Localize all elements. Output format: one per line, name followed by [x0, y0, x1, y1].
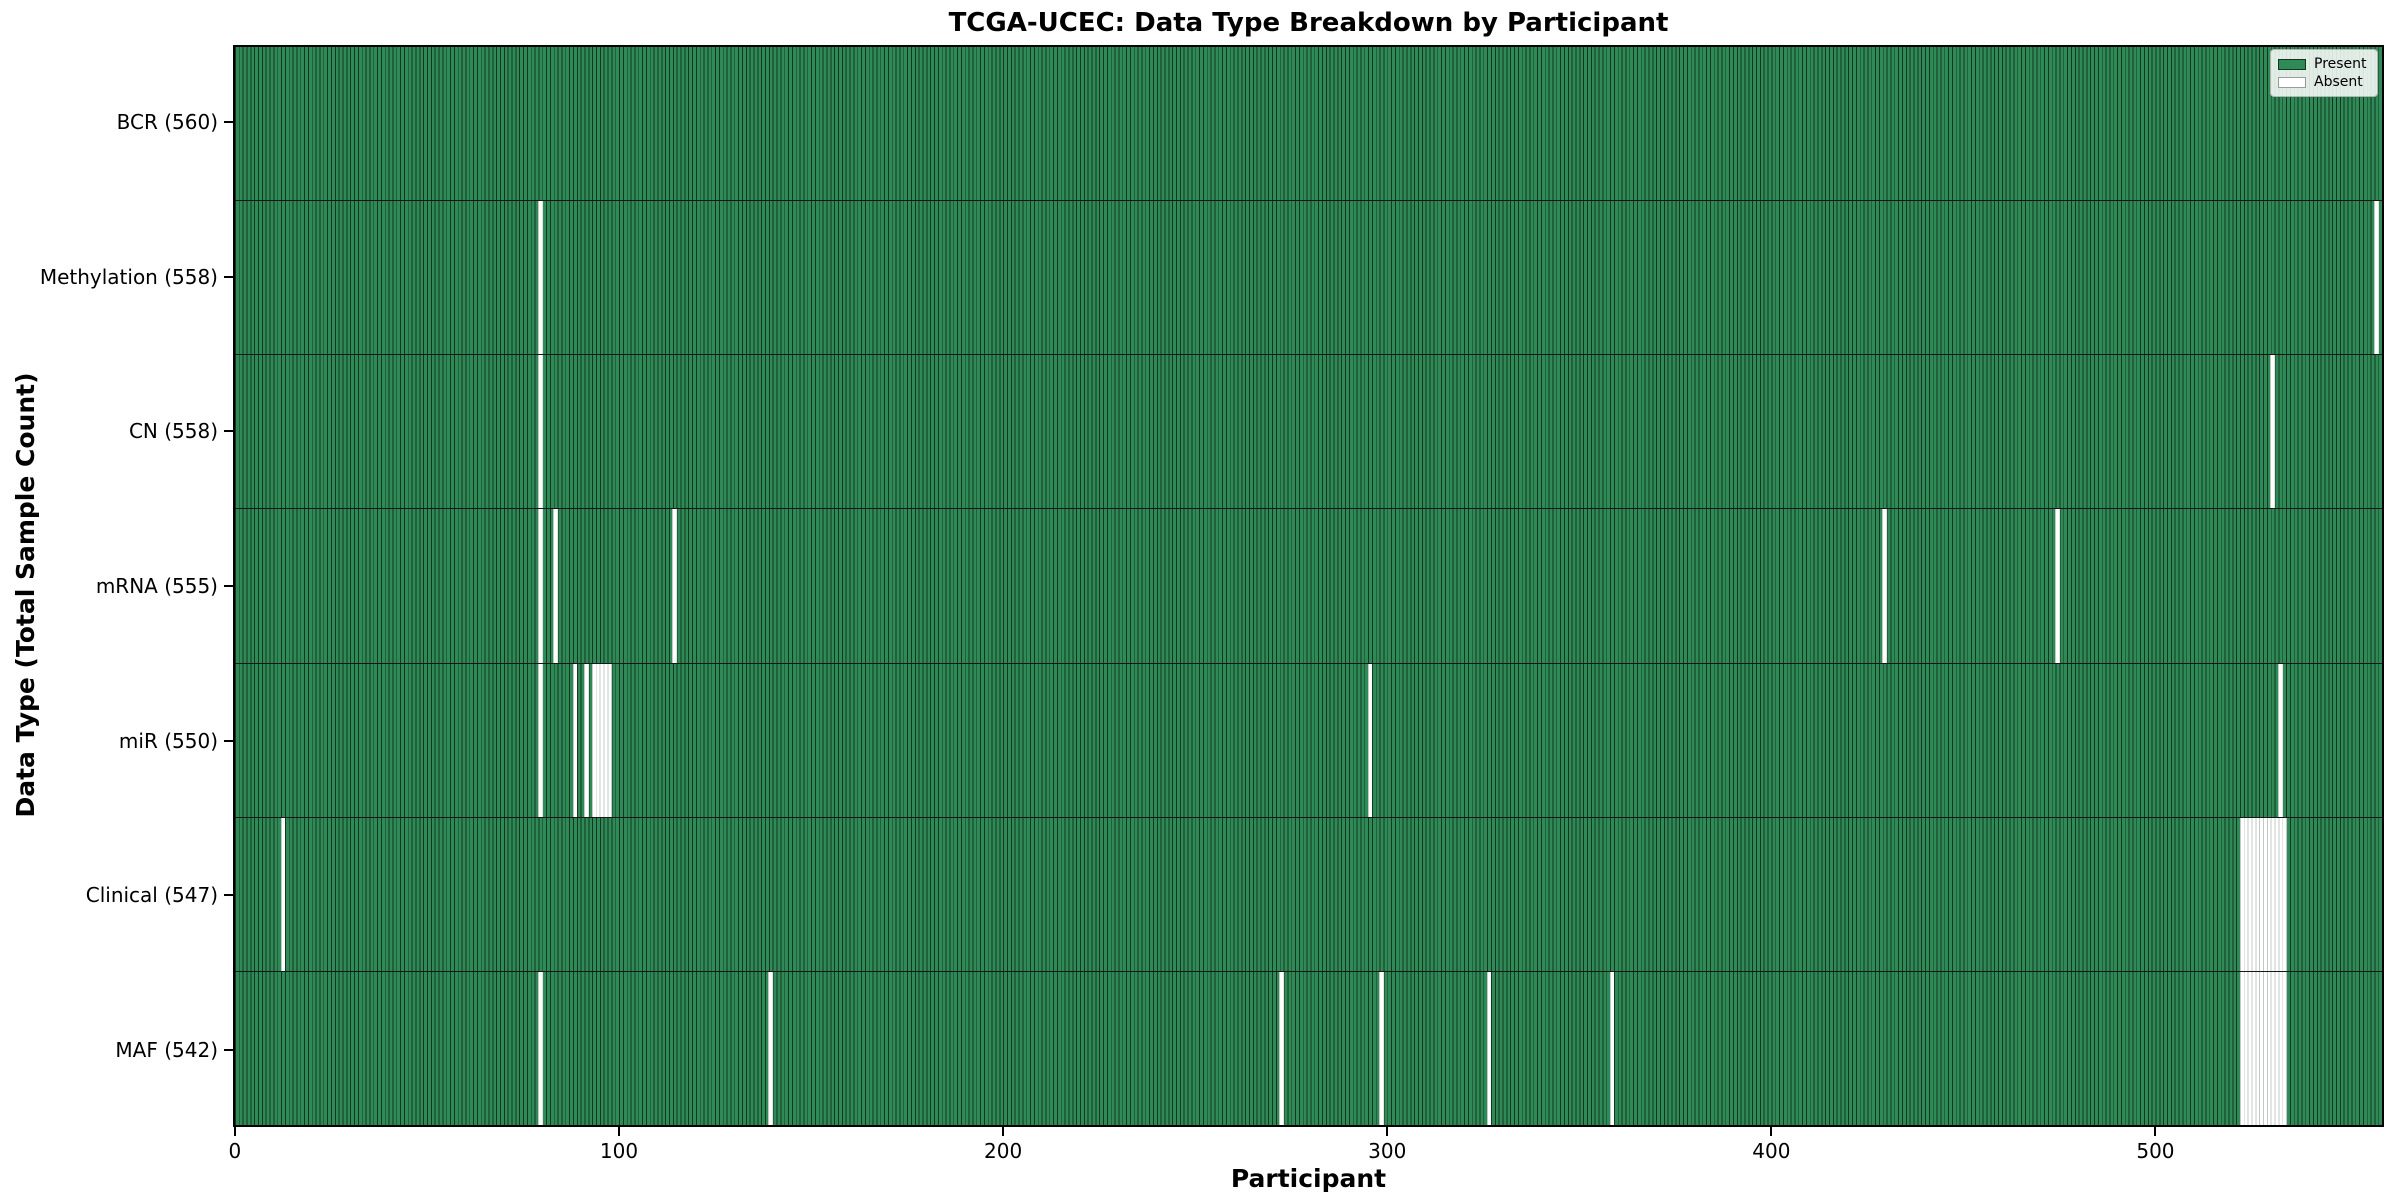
- present-swatch-icon: [2278, 58, 2306, 70]
- absent-stripe: [553, 509, 559, 663]
- legend-entry-present: Present: [2278, 55, 2370, 73]
- row-MAF: [235, 970, 2382, 1125]
- legend: Present Absent: [2270, 49, 2378, 97]
- absent-stripe: [1609, 971, 1615, 1125]
- row-Methylation: [235, 200, 2382, 355]
- absent-stripe: [2239, 971, 2287, 1125]
- absent-stripe: [1379, 971, 1384, 1125]
- y-tick-mark: [224, 739, 233, 742]
- legend-entry-absent: Absent: [2278, 73, 2370, 91]
- absent-stripe: [572, 663, 578, 817]
- absent-stripe: [2239, 817, 2287, 971]
- y-axis-title: Data Type (Total Sample Count): [11, 372, 40, 818]
- row-CN: [235, 354, 2382, 509]
- absent-stripe: [2278, 663, 2283, 817]
- absent-stripe: [2270, 355, 2276, 509]
- y-tick-label-BCR: BCR (560): [116, 110, 218, 135]
- y-tick-mark: [224, 585, 233, 587]
- absent-stripe: [2055, 509, 2060, 663]
- y-tick-mark: [224, 894, 233, 897]
- plot-area: [233, 45, 2384, 1127]
- absent-stripe: [1882, 509, 1888, 663]
- x-tick-mark: [618, 1127, 621, 1136]
- absent-stripe: [672, 509, 678, 663]
- y-tick-label-MAF: MAF (542): [115, 1037, 218, 1062]
- x-tick-mark: [2154, 1127, 2157, 1136]
- y-tick-label-mRNA: mRNA (555): [95, 574, 218, 598]
- absent-stripe: [1486, 971, 1492, 1125]
- absent-stripe: [537, 663, 543, 817]
- x-tick-label-300: 300: [1368, 1139, 1407, 1163]
- y-tick-mark: [224, 275, 233, 278]
- x-axis-title: Participant: [1230, 1164, 1387, 1193]
- legend-label-present: Present: [2314, 56, 2367, 72]
- x-tick-label-200: 200: [984, 1139, 1023, 1163]
- x-tick-label-0: 0: [228, 1139, 242, 1163]
- absent-stripe: [280, 817, 286, 971]
- legend-label-absent: Absent: [2314, 74, 2363, 90]
- x-tick-mark: [1770, 1127, 1773, 1136]
- x-tick-mark: [1002, 1127, 1005, 1136]
- absent-stripe: [584, 663, 589, 817]
- x-tick-label-400: 400: [1752, 1139, 1791, 1163]
- y-tick-label-Methylation: Methylation (558): [39, 264, 218, 289]
- absent-stripe: [1367, 663, 1373, 817]
- y-tick-label-CN: CN (558): [128, 419, 218, 444]
- row-BCR: [235, 47, 2382, 201]
- absent-stripe: [537, 355, 543, 509]
- chart-title: TCGA-UCEC: Data Type Breakdown by Partic…: [948, 8, 1669, 38]
- y-tick-label-Clinical: Clinical (547): [85, 883, 218, 908]
- y-tick-mark: [224, 121, 233, 124]
- row-mRNA: [235, 508, 2382, 663]
- x-tick-mark: [233, 1127, 236, 1136]
- x-tick-mark: [1386, 1127, 1389, 1136]
- absent-stripe: [537, 509, 543, 663]
- absent-stripe: [2374, 201, 2379, 355]
- row-Clinical: [235, 816, 2382, 971]
- absent-stripe: [768, 971, 774, 1125]
- x-tick-label-500: 500: [2136, 1139, 2175, 1163]
- absent-swatch-icon: [2278, 76, 2306, 88]
- y-tick-mark: [224, 430, 233, 433]
- absent-stripe: [1279, 971, 1285, 1125]
- row-miR: [235, 662, 2382, 817]
- y-tick-mark: [224, 1048, 233, 1051]
- x-tick-label-100: 100: [599, 1139, 639, 1163]
- absent-stripe: [537, 971, 543, 1125]
- absent-stripe: [591, 663, 612, 817]
- absent-stripe: [537, 201, 543, 355]
- y-tick-label-miR: miR (550): [118, 728, 218, 753]
